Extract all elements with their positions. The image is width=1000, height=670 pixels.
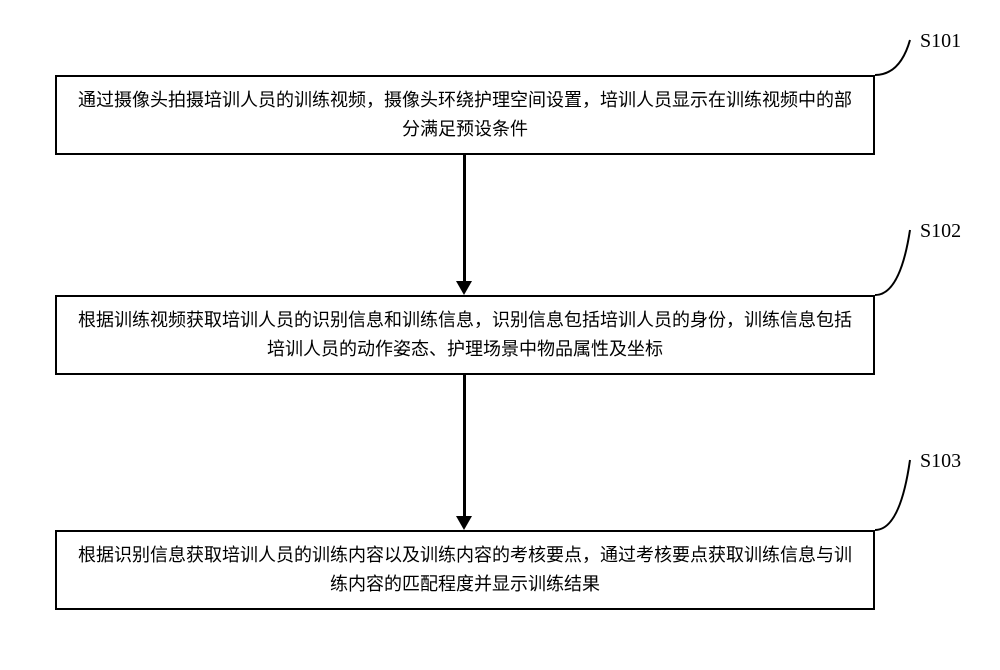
step-text-1: 通过摄像头拍摄培训人员的训练视频，摄像头环绕护理空间设置，培训人员显示在训练视频… [77,86,853,144]
step-label-2: S102 [920,220,961,243]
step-box-1: 通过摄像头拍摄培训人员的训练视频，摄像头环绕护理空间设置，培训人员显示在训练视频… [55,75,875,155]
step-text-2: 根据训练视频获取培训人员的识别信息和训练信息，识别信息包括培训人员的身份，训练信… [77,306,853,364]
arrow-head-2 [456,516,472,530]
arrow-head-1 [456,281,472,295]
arrow-line-2 [463,375,466,516]
step-label-1: S101 [920,30,961,53]
step-label-3: S103 [920,450,961,473]
step-box-2: 根据训练视频获取培训人员的识别信息和训练信息，识别信息包括培训人员的身份，训练信… [55,295,875,375]
flowchart-container: 通过摄像头拍摄培训人员的训练视频，摄像头环绕护理空间设置，培训人员显示在训练视频… [0,0,1000,670]
arrow-line-1 [463,155,466,281]
step-box-3: 根据识别信息获取培训人员的训练内容以及训练内容的考核要点，通过考核要点获取训练信… [55,530,875,610]
step-text-3: 根据识别信息获取培训人员的训练内容以及训练内容的考核要点，通过考核要点获取训练信… [77,541,853,599]
